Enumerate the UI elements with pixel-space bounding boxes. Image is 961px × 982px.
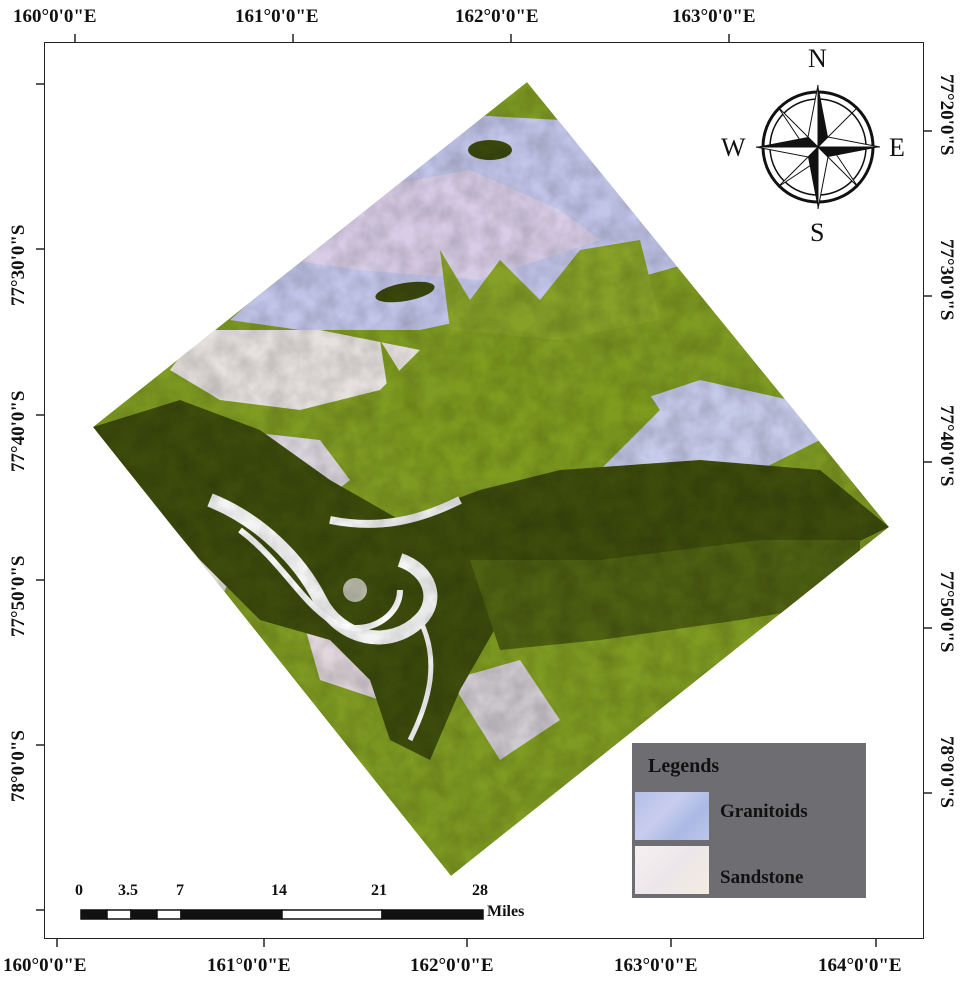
compass-north-label: N (808, 44, 827, 73)
right-lat-label: 77°30'0"S (936, 239, 957, 321)
left-lat-label: 78°0'0"S (8, 730, 29, 802)
bottom-lon-label: 160°0'0"E (3, 955, 87, 976)
scale-tick-label: 28 (472, 882, 488, 899)
bottom-lon-label: 162°0'0"E (410, 955, 494, 976)
scale-tick-label: 14 (271, 882, 287, 899)
top-lon-label: 161°0'0"E (235, 6, 319, 27)
right-lat-label: 77°40'0"S (936, 405, 957, 487)
bottom-lon-label: 161°0'0"E (207, 955, 291, 976)
scale-tick-label: 3.5 (118, 882, 138, 899)
right-lat-label: 78°0'0"S (936, 736, 957, 808)
left-lat-label: 77°30'0"S (8, 224, 29, 307)
map-frame (44, 42, 924, 939)
scale-tick-label: 7 (176, 882, 184, 899)
scale-tick-label: 0 (75, 882, 83, 899)
top-lon-label: 162°0'0"E (455, 6, 539, 27)
bottom-lon-label: 164°0'0"E (818, 955, 902, 976)
legend-label-sandstone: Sandstone (720, 867, 804, 888)
legend-title: Legends (648, 755, 720, 777)
compass-rose-icon (755, 84, 881, 210)
compass-west-label: W (721, 133, 746, 162)
legend-swatch-granitoids (635, 792, 709, 840)
left-lat-label: 77°50'0"S (8, 555, 29, 638)
scale-tick-label: 21 (371, 882, 387, 899)
scale-bar (80, 909, 484, 920)
legend-swatch-sandstone (635, 846, 709, 894)
legend-panel: Legends Granitoids Sandstone (632, 743, 866, 898)
top-lon-label: 163°0'0"E (672, 6, 756, 27)
right-lat-label: 77°50'0"S (936, 571, 957, 653)
right-lat-label: 77°20'0"S (936, 74, 957, 156)
bottom-lon-label: 163°0'0"E (614, 955, 698, 976)
compass-south-label: S (810, 218, 825, 247)
left-lat-label: 77°40'0"S (8, 390, 29, 473)
scale-unit-label: Miles (487, 903, 525, 920)
top-lon-label: 160°0'0"E (13, 6, 97, 27)
legend-label-granitoids: Granitoids (720, 801, 808, 822)
compass-east-label: E (889, 133, 905, 162)
